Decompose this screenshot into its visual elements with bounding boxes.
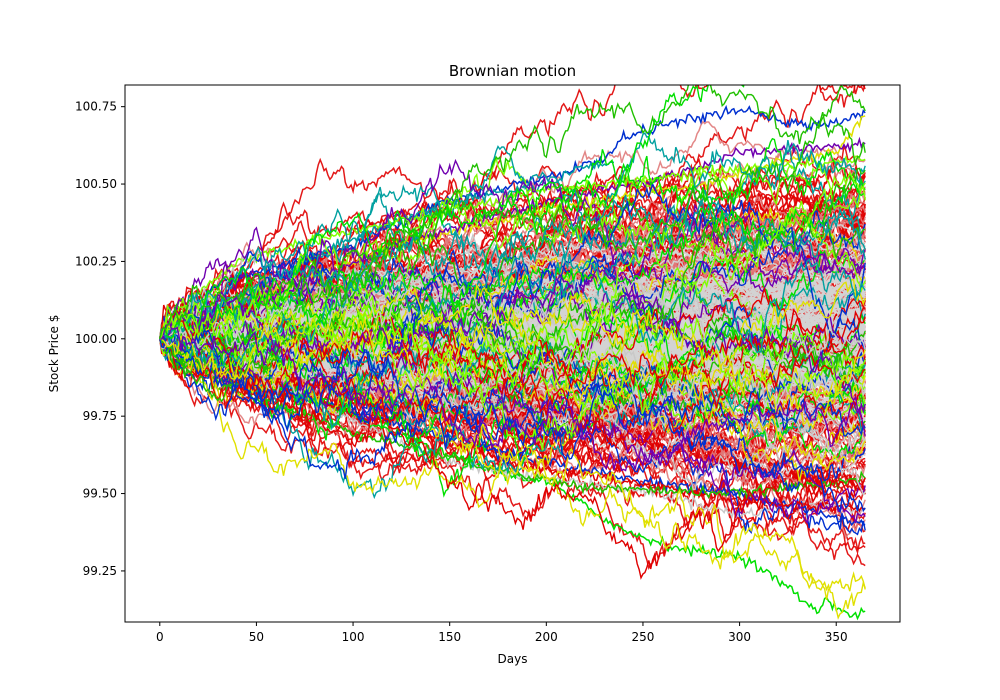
series-line	[159, 249, 866, 355]
series-line	[159, 338, 866, 536]
y-tick-label: 99.75	[83, 409, 117, 423]
series-line	[159, 278, 866, 388]
x-tick-label: 300	[728, 630, 751, 644]
series-line	[159, 207, 866, 382]
series-line	[159, 331, 866, 580]
x-axis: 0 50 100 150 200 250 300 350	[156, 622, 848, 644]
series-line	[159, 182, 866, 433]
series-line	[159, 249, 866, 464]
series-line	[159, 319, 866, 472]
series-line	[159, 132, 866, 343]
plot-frame	[124, 84, 901, 623]
series-line	[159, 338, 866, 601]
series-line	[159, 146, 866, 352]
x-tick-label: 50	[249, 630, 264, 644]
x-tick-label: 100	[342, 630, 365, 644]
y-axis-label: Stock Price $	[47, 315, 61, 393]
y-tick-label: 99.25	[83, 564, 117, 578]
y-tick-label: 99.50	[83, 487, 117, 501]
chart-title: Brownian motion	[449, 62, 576, 80]
series-line	[159, 137, 866, 357]
series-line	[159, 304, 866, 424]
series-line	[159, 333, 866, 482]
series-line	[159, 292, 866, 430]
x-tick-label: 250	[632, 630, 655, 644]
x-tick-label: 150	[438, 630, 461, 644]
series-line	[159, 136, 866, 342]
x-axis-label: Days	[498, 652, 528, 666]
y-tick-label: 100.75	[75, 100, 117, 114]
series-line	[159, 155, 866, 341]
series-line	[159, 328, 866, 514]
series-line	[159, 85, 866, 339]
series-line	[159, 287, 866, 451]
series-line	[159, 171, 866, 404]
series-line	[159, 264, 866, 378]
series-line	[159, 272, 866, 353]
y-tick-label: 100.25	[75, 254, 117, 268]
x-tick-label: 350	[825, 630, 848, 644]
series-line	[159, 85, 745, 340]
y-tick-label: 100.00	[75, 332, 117, 346]
series-line	[159, 85, 866, 369]
series-line	[159, 263, 866, 441]
x-tick-label: 0	[156, 630, 164, 644]
series-line	[159, 334, 866, 516]
series-line	[159, 145, 866, 353]
y-axis: 99.25 99.50 99.75 100.00 100.25 100.50 100.75	[75, 100, 125, 578]
x-tick-label: 200	[535, 630, 558, 644]
y-tick-label: 100.50	[75, 177, 117, 191]
series-layer	[159, 85, 866, 621]
